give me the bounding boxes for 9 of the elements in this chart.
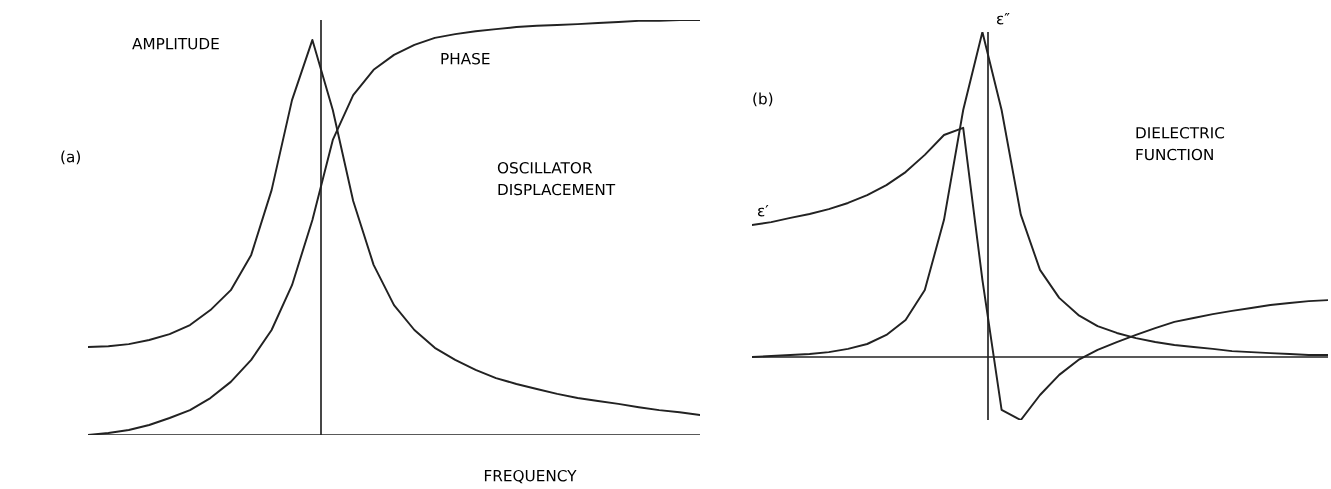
annotation: OSCILLATOR DISPLACEMENT [497,162,616,196]
x-axis-title: FREQUENCY [484,469,577,484]
annotation: DIELECTRIC FUNCTION [1136,127,1225,161]
annotation: AMPLITUDE [132,38,219,50]
annotation: PHASE [441,52,490,65]
text: (a) [61,150,80,165]
text: ε″ [996,13,1010,25]
annotation: ε′ [757,205,769,217]
annotation: (b) [753,92,773,107]
